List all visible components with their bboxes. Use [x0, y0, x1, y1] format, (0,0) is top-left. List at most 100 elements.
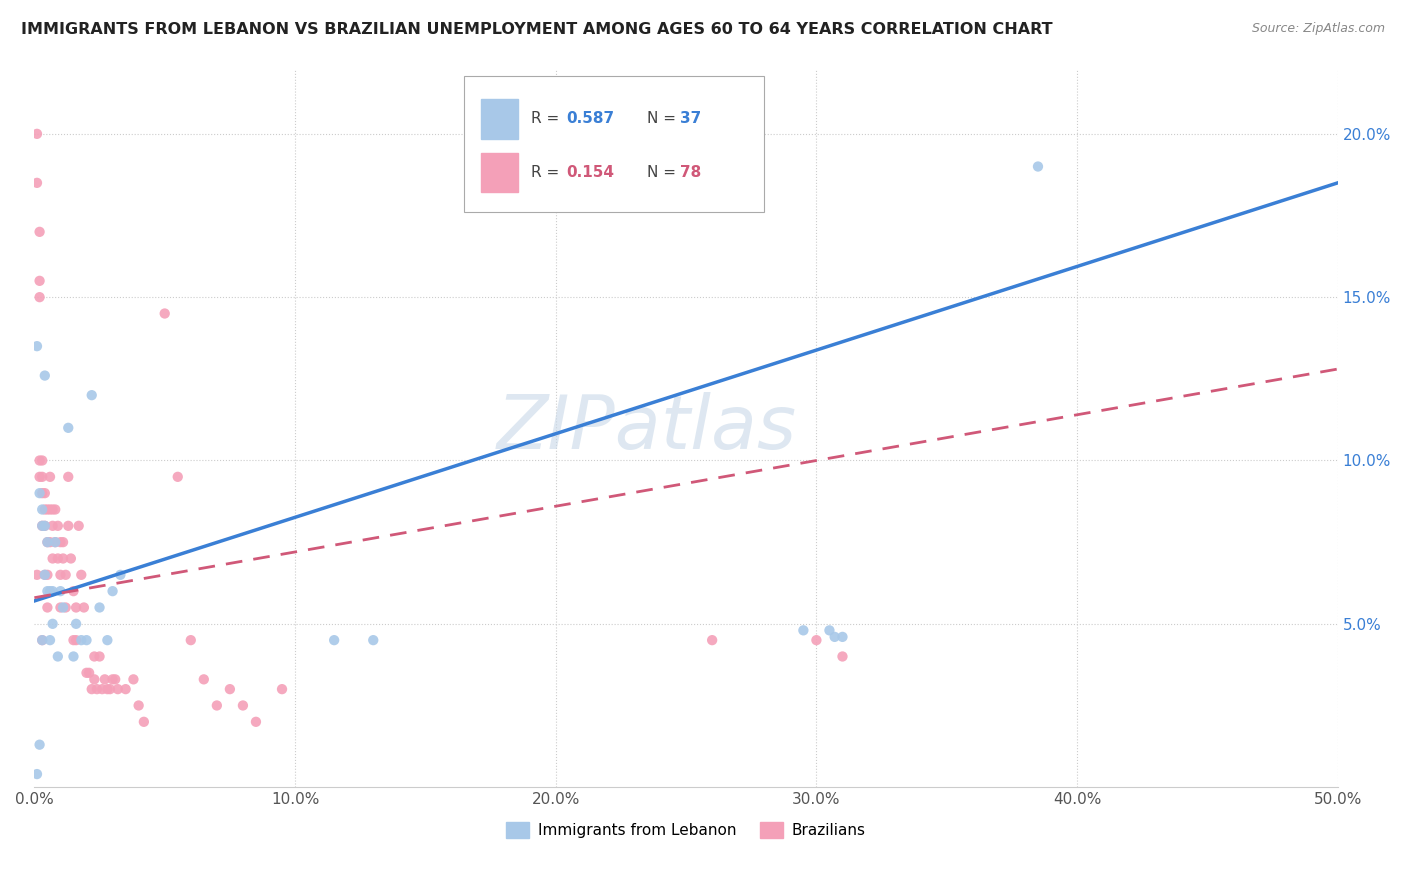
Point	[34, 368, 56, 383]
Point	[39, 584, 62, 599]
Text: 37: 37	[679, 112, 700, 127]
Point	[34, 567, 56, 582]
Point	[37, 502, 59, 516]
Point	[245, 714, 267, 729]
Point	[94, 673, 117, 687]
Point	[28, 470, 51, 484]
Point	[205, 698, 228, 713]
Text: N =: N =	[647, 165, 681, 180]
Point	[62, 584, 84, 599]
Point	[96, 633, 118, 648]
Point	[41, 518, 63, 533]
Point	[818, 624, 841, 638]
Point	[37, 535, 59, 549]
Point	[89, 600, 111, 615]
Point	[44, 502, 66, 516]
Point	[41, 502, 63, 516]
Text: R =: R =	[531, 165, 564, 180]
Point	[219, 682, 242, 697]
Point	[76, 665, 98, 680]
Point	[28, 486, 51, 500]
Bar	[481, 153, 517, 193]
Point	[25, 767, 48, 781]
Point	[65, 633, 87, 648]
Point	[31, 633, 53, 648]
Point	[49, 600, 72, 615]
Point	[89, 649, 111, 664]
Point	[62, 649, 84, 664]
Point	[37, 600, 59, 615]
Point	[31, 470, 53, 484]
Point	[39, 535, 62, 549]
Point	[28, 225, 51, 239]
Point	[114, 682, 136, 697]
Text: ZIPatlas: ZIPatlas	[496, 392, 797, 464]
Point	[46, 518, 69, 533]
Point	[34, 502, 56, 516]
Point	[49, 535, 72, 549]
Point	[101, 584, 124, 599]
Point	[110, 567, 132, 582]
Legend: Immigrants from Lebanon, Brazilians: Immigrants from Lebanon, Brazilians	[501, 816, 872, 844]
Point	[49, 584, 72, 599]
Point	[46, 649, 69, 664]
Point	[62, 633, 84, 648]
Point	[65, 616, 87, 631]
Point	[361, 633, 384, 648]
Text: IMMIGRANTS FROM LEBANON VS BRAZILIAN UNEMPLOYMENT AMONG AGES 60 TO 64 YEARS CORR: IMMIGRANTS FROM LEBANON VS BRAZILIAN UNE…	[21, 22, 1053, 37]
Point	[31, 453, 53, 467]
Point	[323, 633, 346, 648]
Point	[700, 633, 723, 648]
Point	[73, 600, 96, 615]
Point	[37, 584, 59, 599]
Point	[806, 633, 828, 648]
Point	[28, 738, 51, 752]
Point	[83, 649, 105, 664]
Point	[58, 518, 80, 533]
Point	[83, 673, 105, 687]
Point	[824, 630, 846, 644]
Point	[41, 584, 63, 599]
Point	[34, 486, 56, 500]
Point	[831, 649, 853, 664]
Point	[65, 600, 87, 615]
Text: 0.587: 0.587	[567, 112, 614, 127]
Point	[122, 673, 145, 687]
Point	[25, 339, 48, 353]
Point	[39, 633, 62, 648]
Point	[28, 453, 51, 467]
Point	[25, 567, 48, 582]
Point	[86, 682, 108, 697]
Point	[792, 624, 814, 638]
Point	[34, 567, 56, 582]
Point	[44, 535, 66, 549]
Text: 78: 78	[679, 165, 700, 180]
Point	[107, 682, 129, 697]
Point	[193, 673, 215, 687]
Point	[132, 714, 155, 729]
Point	[70, 567, 93, 582]
Point	[1026, 160, 1049, 174]
Point	[34, 518, 56, 533]
Point	[37, 535, 59, 549]
Point	[49, 567, 72, 582]
Point	[39, 502, 62, 516]
Point	[67, 518, 90, 533]
Point	[70, 633, 93, 648]
Point	[25, 176, 48, 190]
Point	[101, 673, 124, 687]
FancyBboxPatch shape	[464, 76, 765, 212]
Point	[271, 682, 294, 697]
Point	[128, 698, 150, 713]
Point	[55, 567, 77, 582]
Text: N =: N =	[647, 112, 681, 127]
Point	[831, 630, 853, 644]
Point	[98, 682, 121, 697]
Point	[52, 551, 75, 566]
Point	[166, 470, 188, 484]
Point	[34, 518, 56, 533]
Point	[76, 633, 98, 648]
Point	[25, 127, 48, 141]
Point	[104, 673, 127, 687]
Point	[77, 665, 100, 680]
